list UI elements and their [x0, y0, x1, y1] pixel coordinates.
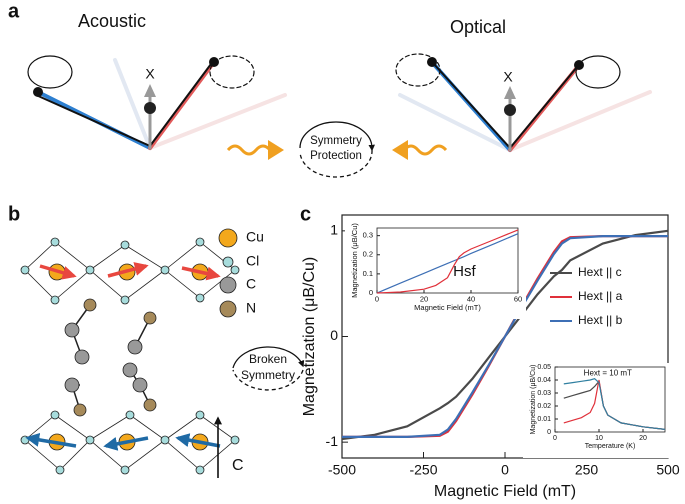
y-tick-label: -1 — [326, 433, 339, 449]
annotation: Hext = 10 mT — [584, 369, 632, 378]
center-text: Symmetry — [241, 368, 295, 382]
y-tick-label: 0 — [330, 327, 338, 343]
plot-frame — [376, 227, 519, 294]
data-line — [342, 235, 668, 438]
center-text: Symmetry — [310, 135, 362, 147]
legend-label: N — [246, 300, 256, 316]
title: Optical — [450, 17, 506, 37]
legend-label: Hext || a — [578, 289, 623, 303]
x-tick-label: 20 — [639, 435, 647, 442]
axis-label: X — [503, 69, 513, 85]
x-tick-label: 250 — [575, 461, 599, 477]
x-tick-label: 40 — [467, 295, 475, 304]
x-tick-label: 0 — [375, 295, 379, 304]
y-tick-label: 0.04 — [537, 377, 551, 384]
x-tick-label: -250 — [409, 461, 437, 477]
y-tick-label: 0 — [547, 429, 551, 436]
panel-label: a — [8, 0, 20, 22]
x-tick-label: -500 — [328, 461, 356, 477]
acoustic-diagram — [27, 55, 287, 150]
y-tick-label: 1 — [330, 222, 338, 238]
y-tick-label: 0.02 — [537, 403, 551, 410]
panel-label: b — [8, 203, 20, 225]
data-line — [376, 233, 519, 294]
title: Acoustic — [78, 11, 146, 31]
x-axis-label: Magnetic Field (mT) — [414, 303, 481, 312]
inset-background — [345, 224, 526, 319]
x-axis-label: Magnetic Field (mT) — [434, 483, 576, 500]
y-tick-label: 0.01 — [537, 416, 551, 423]
spin-arrows — [25, 262, 221, 451]
center-text: Broken — [249, 352, 287, 366]
center-text: Protection — [310, 150, 362, 162]
axis-label: X — [145, 66, 155, 82]
optical-diagram — [395, 53, 652, 152]
y-tick-label: 0.05 — [537, 364, 551, 371]
legend — [218, 228, 238, 318]
axis-label: C — [232, 457, 244, 474]
legend-label: Hext || c — [578, 265, 622, 279]
x-tick-label: 0 — [501, 461, 509, 477]
data-line — [376, 229, 519, 294]
y-tick-label: 0 — [369, 288, 373, 297]
x-axis-label: Temperature (K) — [585, 443, 636, 450]
symmetry-icon — [226, 121, 448, 178]
y-tick-label: 0.3 — [363, 231, 373, 240]
panel-c: -500 -250 0 250 500 -1 0 1 Magnetic Field (mT) Ma… — [301, 214, 680, 500]
y-axis-label: Magnetization (μB/Cu) — [350, 223, 359, 298]
legend-label: C — [246, 276, 256, 292]
panel-a: a Acoustic Optical X X Symmetry Protecti… — [8, 0, 652, 178]
x-tick-label: 20 — [420, 295, 428, 304]
legend-label: Cu — [246, 229, 264, 245]
legend-label: Cl — [246, 253, 259, 269]
annotation: Hsf — [453, 263, 476, 280]
x-tick-label: 0 — [553, 435, 557, 442]
y-tick-label: 0.03 — [537, 390, 551, 397]
panel-label: c — [300, 203, 311, 225]
legend-label: Hext || b — [578, 313, 623, 327]
broken-symmetry-icon — [232, 346, 305, 391]
y-tick-label: 0.2 — [363, 250, 373, 259]
plot-frame — [554, 366, 666, 433]
x-tick-label: 60 — [514, 295, 522, 304]
x-tick-label: 10 — [595, 435, 603, 442]
y-axis-label: Magnetization (μB/Cu) — [530, 365, 537, 435]
inset-background — [523, 363, 673, 458]
y-tick-label: 0.1 — [363, 269, 373, 278]
x-tick-label: 500 — [656, 461, 680, 477]
panel-b: b Cu Cl C N Broken Symmetry — [8, 203, 305, 478]
data-line — [563, 378, 666, 430]
y-axis-label: Magnetization (μB/Cu) — [301, 257, 318, 417]
